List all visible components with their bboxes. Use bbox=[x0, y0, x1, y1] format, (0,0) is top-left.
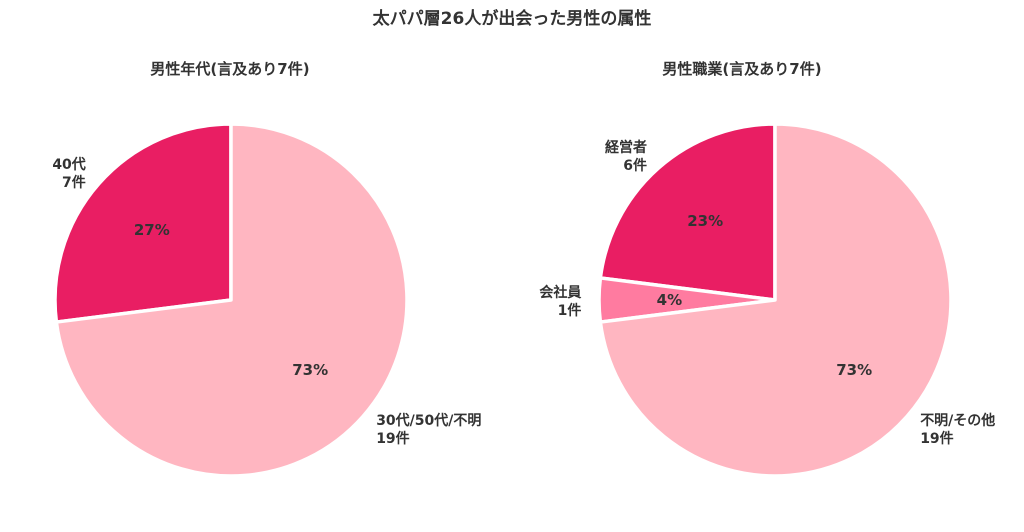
chart-main-title: 太パパ層26人が出会った男性の属性 bbox=[372, 9, 652, 29]
age-slice-0 bbox=[53, 122, 233, 324]
occupation-chart-title: 男性職業(言及あり7件) bbox=[662, 60, 822, 78]
occupation-slice-1-label: 会社員 1件 bbox=[539, 284, 581, 319]
age-pie-svg: 27% 40代 7件 73% 30代/50代/不明 19件 bbox=[52, 122, 481, 478]
age-slice-1-percent-label: 73% bbox=[292, 361, 328, 379]
age-slice-0-label: 40代 7件 bbox=[52, 156, 85, 191]
occupation-slice-0 bbox=[598, 122, 777, 302]
occupation-slice-2-percent-label: 73% bbox=[836, 361, 872, 379]
occupation-slice-0-label: 経営者 6件 bbox=[605, 139, 647, 174]
occupation-pie-svg: 23% 経営者 6件 4% 会社員 1件 73% 不明/その他 19件 bbox=[539, 122, 995, 478]
age-slice-0-percent-label: 27% bbox=[134, 221, 170, 239]
occupation-pie-chart: 男性職業(言及あり7件) 23% 経営者 6件 4% 会社員 1件 73% 不明/その他 19件 bbox=[512, 0, 1024, 532]
occupation-slice-1-percent-label: 4% bbox=[657, 291, 682, 309]
age-chart-title: 男性年代(言及あり7件) bbox=[150, 60, 310, 78]
age-slice-1 bbox=[54, 122, 409, 478]
age-slice-1-label: 30代/50代/不明 19件 bbox=[376, 412, 481, 447]
occupation-slice-2 bbox=[598, 122, 953, 478]
occupation-slice-2-label: 不明/その他 19件 bbox=[920, 412, 995, 447]
age-pie-chart: 男性年代(言及あり7件) 27% 40代 7件 73% 30代/50代/不明 19件 bbox=[52, 60, 481, 478]
occupation-slice-0-percent-label: 23% bbox=[687, 212, 723, 230]
